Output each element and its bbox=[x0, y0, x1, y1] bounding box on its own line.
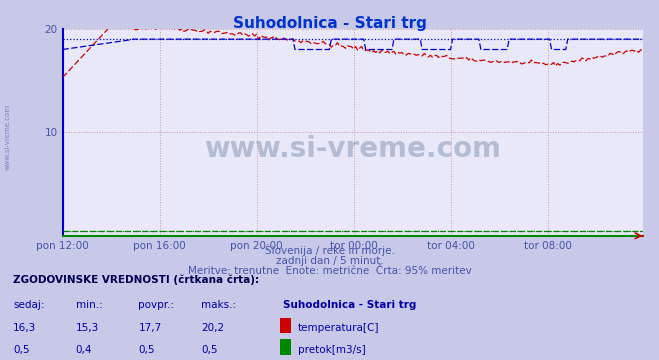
Text: sedaj:: sedaj: bbox=[13, 300, 45, 310]
Text: 0,5: 0,5 bbox=[13, 345, 30, 355]
Text: Suhodolnica - Stari trg: Suhodolnica - Stari trg bbox=[283, 300, 416, 310]
Text: povpr.:: povpr.: bbox=[138, 300, 175, 310]
Text: maks.:: maks.: bbox=[201, 300, 236, 310]
Text: 0,5: 0,5 bbox=[201, 345, 217, 355]
Text: 0,5: 0,5 bbox=[138, 345, 155, 355]
Text: temperatura[C]: temperatura[C] bbox=[298, 323, 380, 333]
Text: Slovenija / reke in morje.: Slovenija / reke in morje. bbox=[264, 246, 395, 256]
Text: 17,7: 17,7 bbox=[138, 323, 161, 333]
Text: Meritve: trenutne  Enote: metrične  Črta: 95% meritev: Meritve: trenutne Enote: metrične Črta: … bbox=[188, 266, 471, 276]
Text: 0,4: 0,4 bbox=[76, 345, 92, 355]
Text: pretok[m3/s]: pretok[m3/s] bbox=[298, 345, 366, 355]
Text: 15,3: 15,3 bbox=[76, 323, 99, 333]
Text: Suhodolnica - Stari trg: Suhodolnica - Stari trg bbox=[233, 16, 426, 31]
Text: 16,3: 16,3 bbox=[13, 323, 36, 333]
Text: www.si-vreme.com: www.si-vreme.com bbox=[5, 104, 11, 170]
Text: min.:: min.: bbox=[76, 300, 103, 310]
Text: ZGODOVINSKE VREDNOSTI (črtkana črta):: ZGODOVINSKE VREDNOSTI (črtkana črta): bbox=[13, 274, 259, 285]
Text: 20,2: 20,2 bbox=[201, 323, 224, 333]
Text: zadnji dan / 5 minut.: zadnji dan / 5 minut. bbox=[275, 256, 384, 266]
Text: www.si-vreme.com: www.si-vreme.com bbox=[204, 135, 501, 163]
